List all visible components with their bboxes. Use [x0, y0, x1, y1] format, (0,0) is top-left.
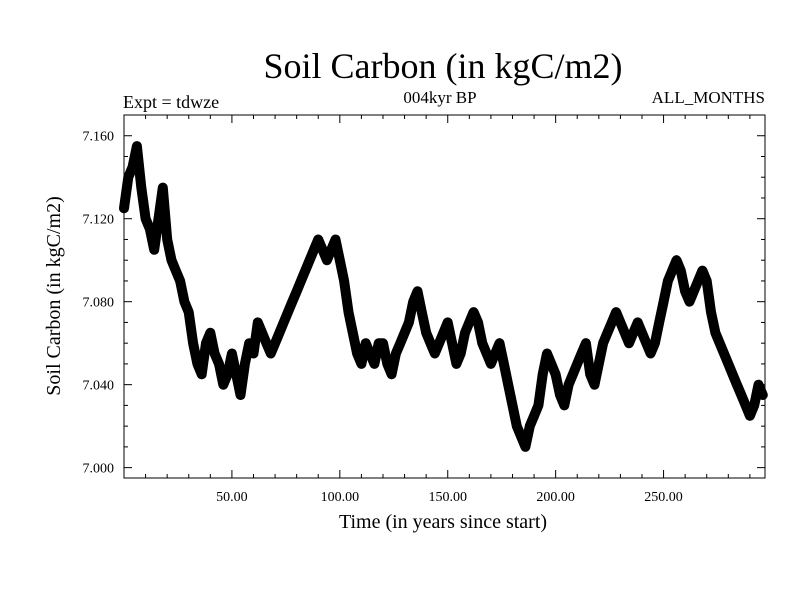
x-tick-label: 100.00 [321, 490, 360, 505]
chart-title: Soil Carbon (in kgC/m2) [264, 46, 623, 86]
y-axis-label: Soil Carbon (in kgC/m2) [43, 196, 65, 395]
y-tick-label: 7.040 [83, 379, 115, 394]
data-series-line [119, 141, 768, 452]
y-tick-label: 7.160 [83, 130, 115, 145]
x-tick-label: 50.00 [216, 490, 248, 505]
y-tick-label: 7.080 [83, 296, 115, 311]
x-tick-label: 150.00 [428, 490, 467, 505]
experiment-annotation: Expt = tdwze [123, 92, 219, 112]
plot-area: 50.00 100.00 150.00 200.00 250.00 7.000 7.040 7… [83, 114, 768, 505]
y-tick-label: 7.120 [83, 213, 115, 228]
plot-frame [123, 114, 766, 479]
x-tick-label: 250.00 [644, 490, 683, 505]
x-tick-label: 200.00 [536, 490, 575, 505]
chart-subtitle: 004kyr BP [403, 88, 476, 107]
x-axis-label: Time (in years since start) [339, 511, 547, 533]
months-annotation: ALL_MONTHS [652, 88, 765, 107]
y-tick-label: 7.000 [83, 462, 115, 477]
